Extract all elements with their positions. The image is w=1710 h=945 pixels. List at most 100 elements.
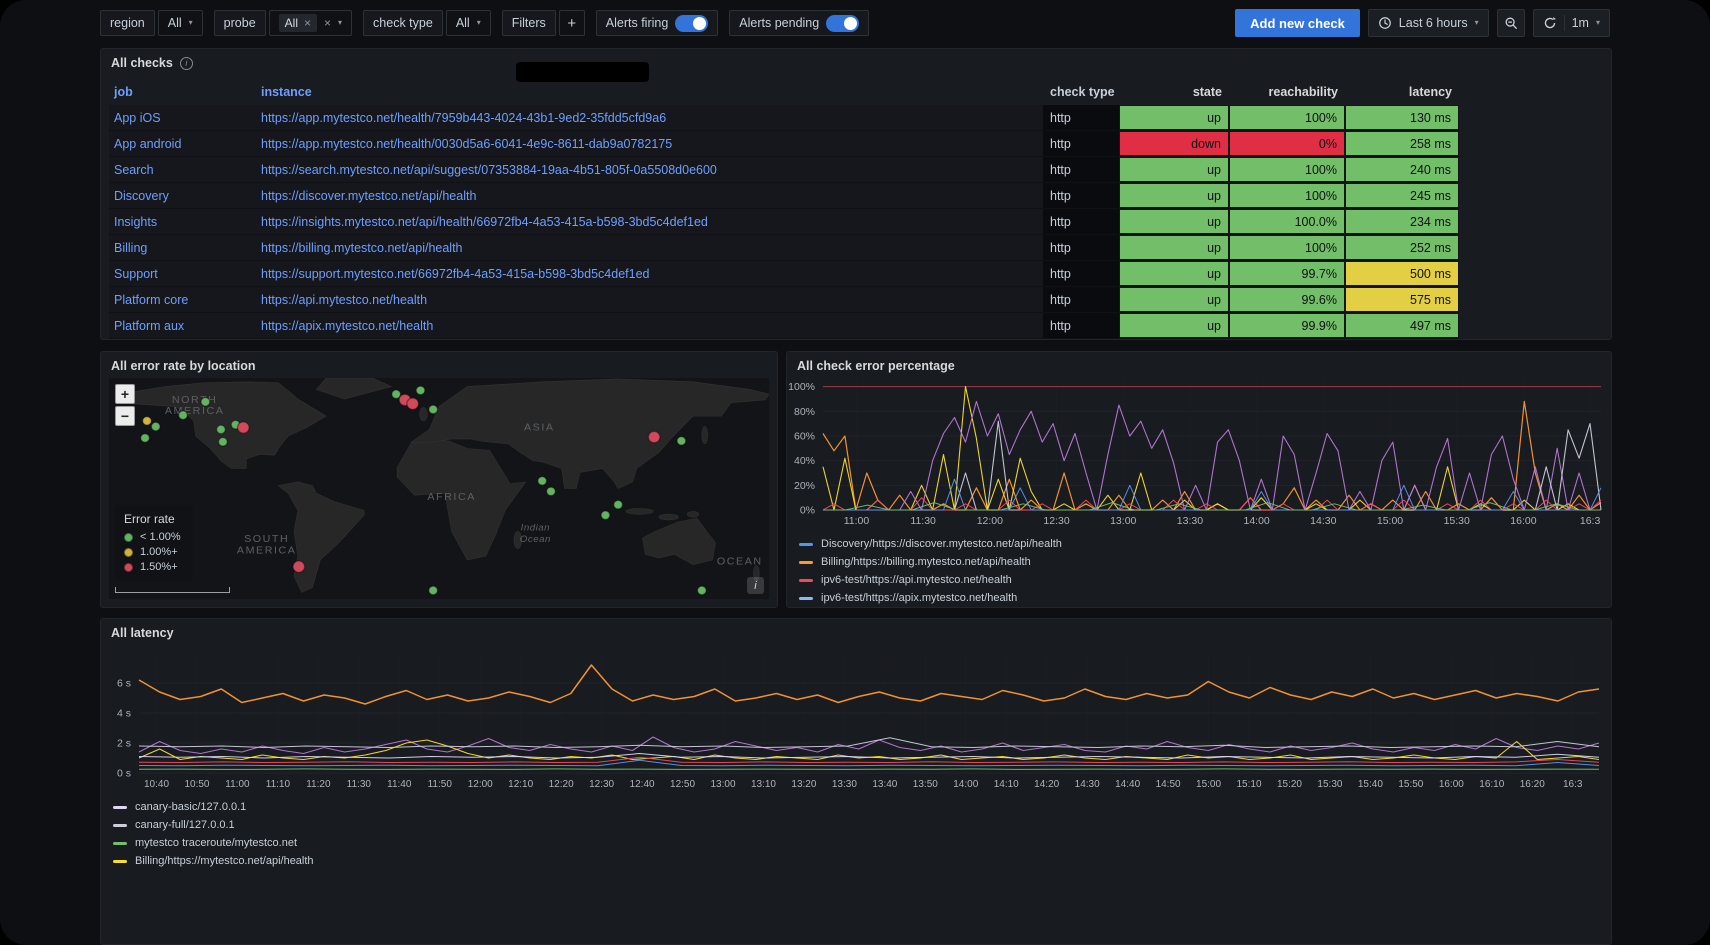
- legend-label: ipv6-test/https://api.mytestco.net/healt…: [821, 574, 1012, 586]
- error-percentage-panel: All check error percentage 11:00 11:30 12:…: [786, 351, 1612, 608]
- x-tick-label: 13:30: [832, 779, 857, 790]
- x-tick-label: 14:30: [1310, 515, 1336, 527]
- remove-chip-icon[interactable]: ×: [304, 16, 312, 30]
- job-link[interactable]: Support: [114, 266, 158, 281]
- x-tick-label: 16:10: [1479, 779, 1504, 790]
- job-link[interactable]: App android: [114, 136, 182, 151]
- legend-item[interactable]: Discovery/https://discover.mytestco.net/…: [799, 538, 1062, 550]
- state-cell: up: [1119, 209, 1229, 234]
- legend-item[interactable]: mytestco traceroute/mytestco.net: [113, 837, 314, 849]
- map-point: [391, 389, 402, 400]
- map-attribution-button[interactable]: i: [747, 577, 764, 594]
- chevron-down-icon: ▾: [1474, 18, 1479, 27]
- region-value: All: [167, 16, 182, 30]
- instance-link[interactable]: https://api.mytestco.net/health: [261, 292, 428, 307]
- state-cell: up: [1119, 105, 1229, 130]
- chevron-down-icon: ▾: [338, 18, 343, 27]
- state-cell: down: [1119, 131, 1229, 156]
- probe-chip-text: All: [284, 16, 298, 30]
- legend-label: 1.00%+: [140, 546, 178, 558]
- col-job[interactable]: job: [114, 85, 133, 99]
- reachability-cell: 99.6%: [1229, 287, 1345, 312]
- panel-title-latency[interactable]: All latency: [111, 626, 174, 640]
- map-point: [676, 435, 687, 446]
- zoom-out-time-button[interactable]: [1496, 9, 1525, 37]
- alerts-pending-toggle[interactable]: [826, 14, 860, 32]
- job-link[interactable]: Billing: [114, 240, 148, 255]
- error-rate-map-panel: All error rate by location: [100, 351, 778, 608]
- job-link[interactable]: Discovery: [114, 188, 169, 203]
- instance-link[interactable]: https://support.mytestco.net/66972fb4-4a…: [261, 266, 650, 281]
- series-insights: [823, 400, 1601, 511]
- instance-link[interactable]: https://app.mytestco.net/health/7959b443…: [261, 110, 667, 125]
- job-link[interactable]: Insights: [114, 214, 158, 229]
- map-zoom-in-button[interactable]: +: [115, 384, 135, 404]
- time-range-picker[interactable]: Last 6 hours ▾: [1367, 9, 1489, 37]
- map-point: [428, 585, 439, 596]
- world-map-container[interactable]: NORTH AMERICA SOUTH AMERICA AFRICA ASIA Indian…: [109, 378, 769, 599]
- instance-link[interactable]: https://app.mytestco.net/health/0030d5a6…: [261, 136, 673, 151]
- latency-chart[interactable]: 10:40 10:50 11:00 11:10 11:20 11:30 11:40 11:50…: [101, 619, 1611, 795]
- col-instance[interactable]: instance: [261, 85, 312, 99]
- legend-item[interactable]: ipv6-test/https://apix.mytestco.net/heal…: [799, 592, 1062, 604]
- map-zoom-out-button[interactable]: −: [115, 406, 135, 426]
- x-tick-label: 15:30: [1444, 515, 1470, 527]
- x-tick-label: 14:00: [953, 779, 978, 790]
- legend-item[interactable]: canary-basic/127.0.0.1: [113, 801, 314, 813]
- table-row: Search https://search.mytestco.net/api/su…: [109, 157, 1459, 183]
- table-row: App android https://app.mytestco.net/heal…: [109, 131, 1459, 157]
- check-type-cell: http: [1043, 105, 1119, 130]
- refresh-control[interactable]: 1m ▾: [1532, 9, 1610, 37]
- map-point: [292, 560, 306, 573]
- x-tick-label: 12:30: [1043, 515, 1069, 527]
- latency-cell: 252 ms: [1345, 235, 1459, 260]
- check-type-label-text: check type: [373, 16, 433, 30]
- x-tick-label: 16:3: [1563, 779, 1583, 790]
- job-link[interactable]: App iOS: [114, 110, 161, 125]
- job-link[interactable]: Platform aux: [114, 318, 185, 333]
- instance-link[interactable]: https://insights.mytestco.net/api/health…: [261, 214, 708, 229]
- legend-item[interactable]: Billing/https://billing.mytestco.net/api…: [799, 556, 1062, 568]
- col-latency[interactable]: latency: [1408, 85, 1452, 99]
- x-tick-label: 13:00: [1110, 515, 1136, 527]
- error-chart[interactable]: 11:00 11:30 12:00 12:30 13:00 13:30 14:00 14:30…: [787, 352, 1611, 532]
- panel-title-all-checks[interactable]: All checks i: [111, 56, 193, 70]
- x-tick-label: 11:30: [347, 779, 372, 790]
- instance-link[interactable]: https://apix.mytestco.net/health: [261, 318, 434, 333]
- x-tick-label: 15:00: [1196, 779, 1221, 790]
- job-link[interactable]: Platform core: [114, 292, 189, 307]
- instance-link[interactable]: https://discover.mytestco.net/api/health: [261, 188, 477, 203]
- region-filter-label: region: [100, 10, 155, 36]
- x-tick-label: 14:40: [1115, 779, 1140, 790]
- add-filter-button[interactable]: +: [558, 10, 585, 36]
- panel-title-error-percentage[interactable]: All check error percentage: [797, 359, 955, 373]
- add-new-check-button[interactable]: Add new check: [1235, 9, 1360, 37]
- col-reachability[interactable]: reachability: [1268, 85, 1338, 99]
- probe-filter-select[interactable]: All × × ▾: [268, 10, 353, 36]
- x-tick-label: 15:20: [1277, 779, 1302, 790]
- error-chart-legend: Discovery/https://discover.mytestco.net/…: [799, 538, 1062, 604]
- legend-item[interactable]: ipv6-test/https://api.mytestco.net/healt…: [799, 574, 1062, 586]
- panel-title-map[interactable]: All error rate by location: [111, 359, 255, 373]
- clear-all-icon[interactable]: ×: [324, 16, 332, 30]
- reachability-cell: 100%: [1229, 235, 1345, 260]
- y-tick-label: 40%: [794, 455, 815, 467]
- check-type-filter-select[interactable]: All ▾: [445, 10, 491, 36]
- reachability-cell: 100.0%: [1229, 209, 1345, 234]
- alerts-firing-control: Alerts firing: [595, 10, 719, 36]
- instance-link[interactable]: https://billing.mytestco.net/api/health: [261, 240, 463, 255]
- legend-item[interactable]: Billing/https://mytestco.net/api/health: [113, 855, 314, 867]
- map-label-line: Indian: [521, 523, 550, 534]
- col-state[interactable]: state: [1192, 85, 1222, 99]
- y-tick-label: 2 s: [117, 738, 131, 750]
- legend-item[interactable]: canary-full/127.0.0.1: [113, 819, 314, 831]
- probe-chip[interactable]: All ×: [278, 14, 318, 32]
- state-cell: up: [1119, 313, 1229, 338]
- region-filter-select[interactable]: All ▾: [157, 10, 203, 36]
- job-link[interactable]: Search: [114, 162, 154, 177]
- latency-cell: 240 ms: [1345, 157, 1459, 182]
- instance-link[interactable]: https://search.mytestco.net/api/suggest/…: [261, 162, 717, 177]
- alerts-firing-toggle[interactable]: [675, 14, 709, 32]
- latency-cell: 258 ms: [1345, 131, 1459, 156]
- col-check-type[interactable]: check type: [1050, 85, 1115, 99]
